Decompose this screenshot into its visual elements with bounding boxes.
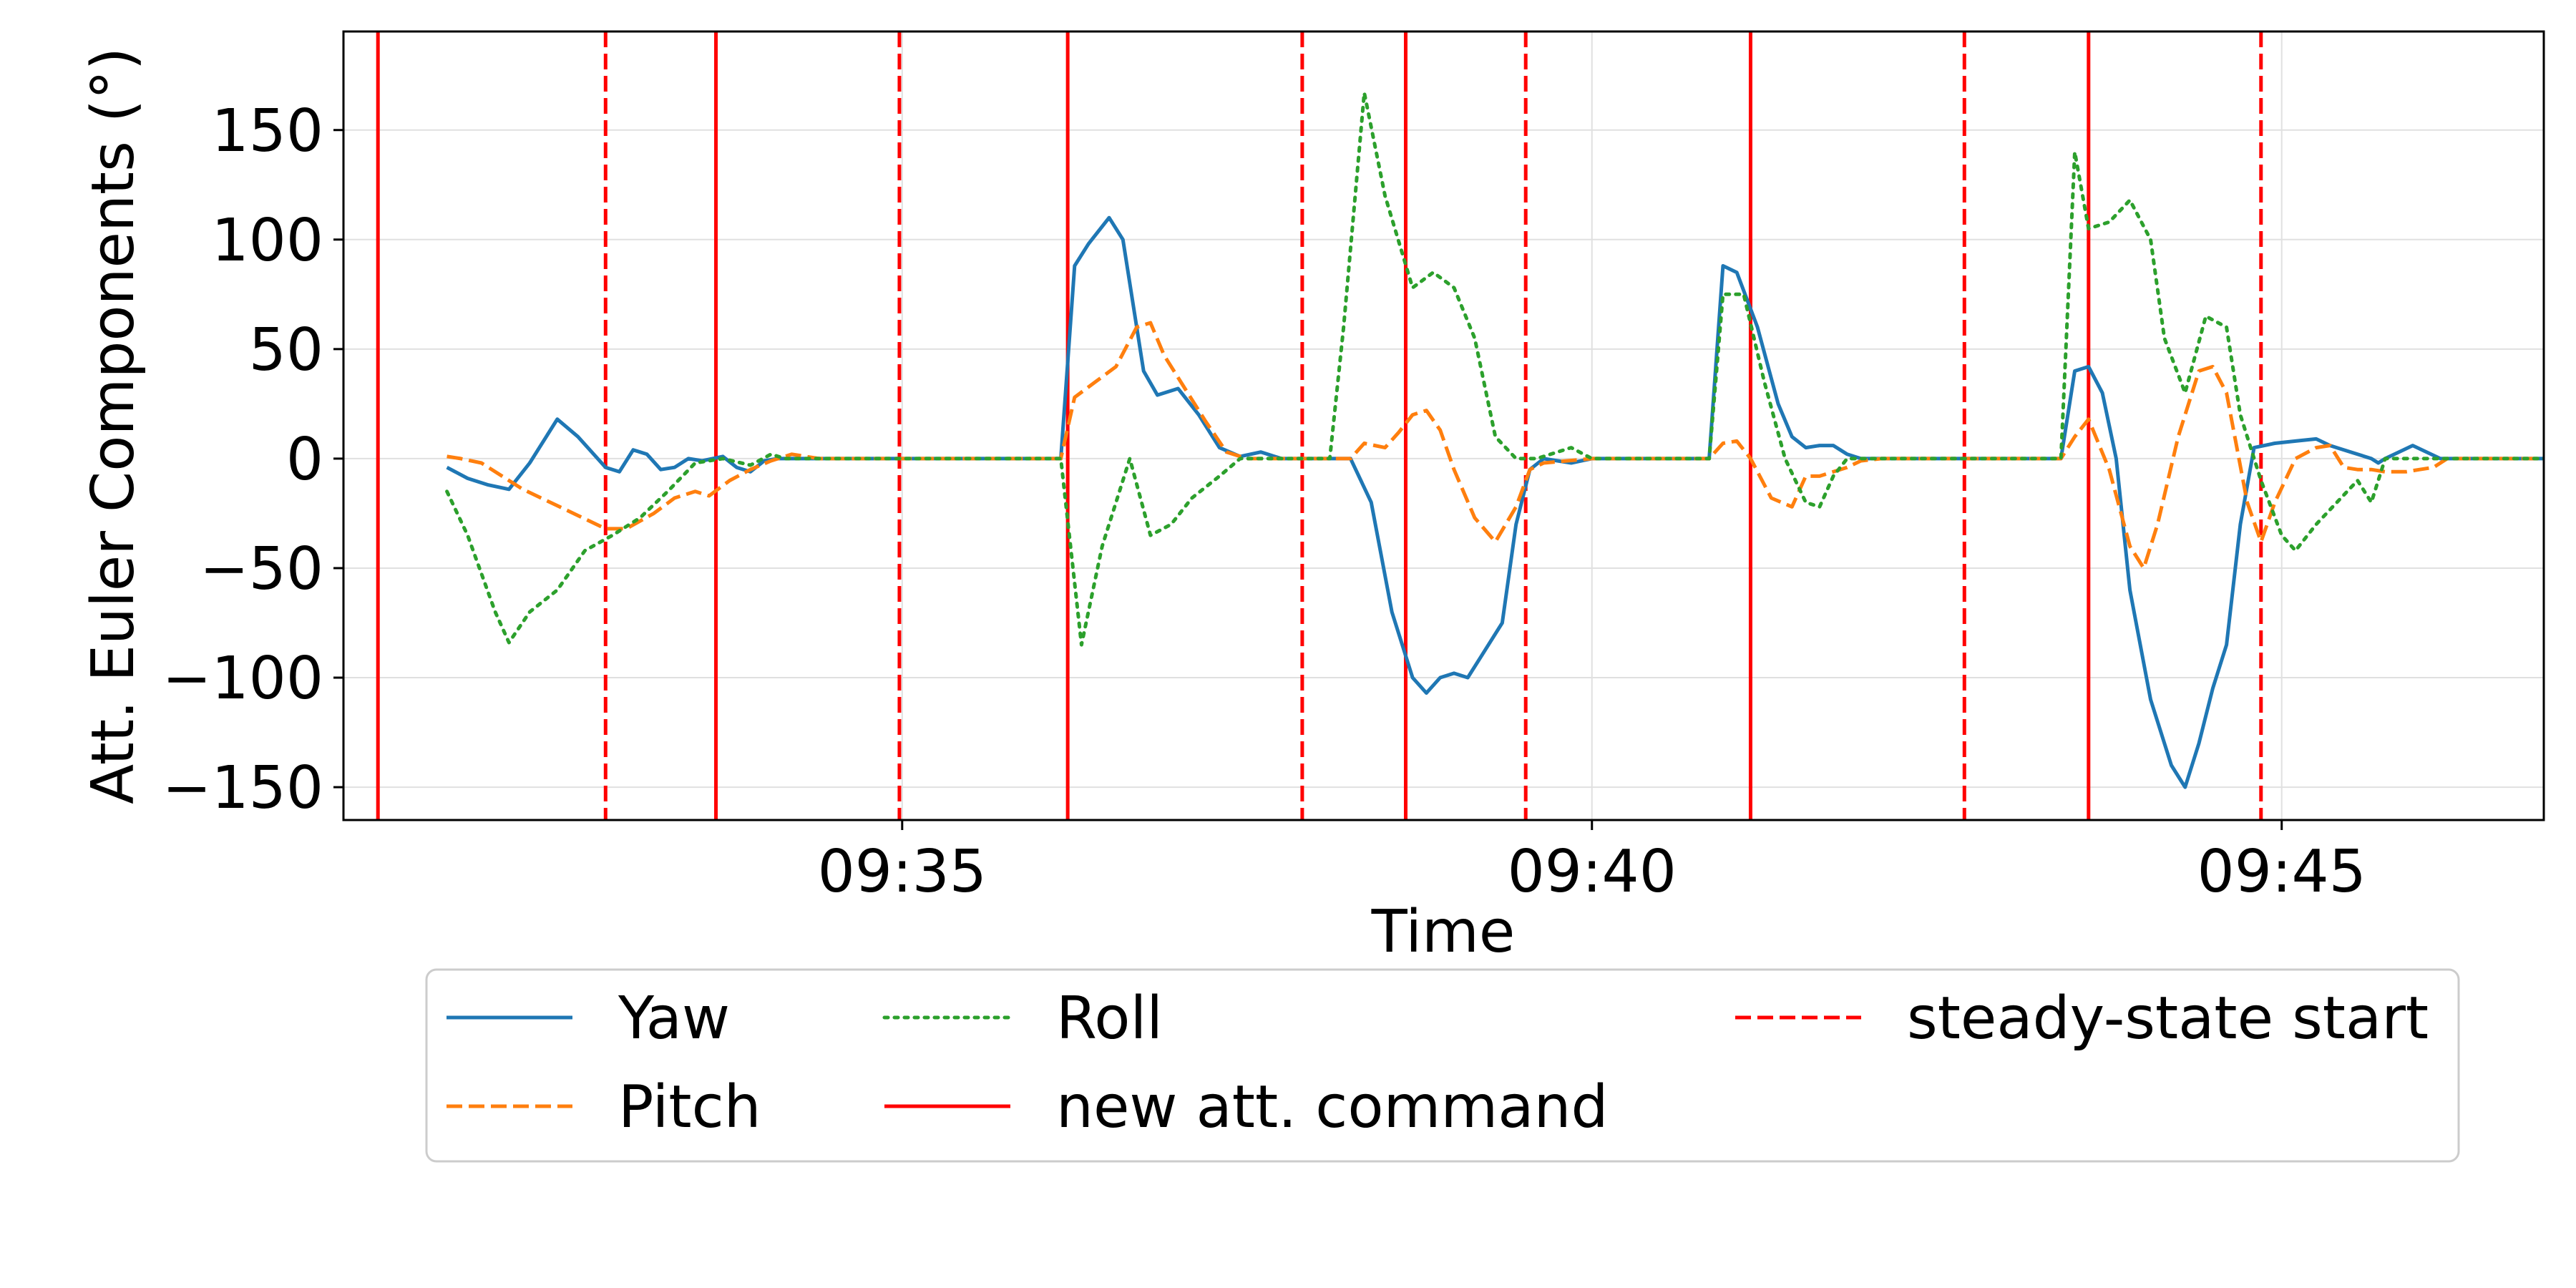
y-axis-label: Att. Euler Components (°)	[79, 47, 147, 804]
y-tick-label: 100	[211, 207, 323, 275]
pitch-series-line	[447, 321, 2544, 570]
x-axis-label: Time	[1371, 898, 1516, 966]
plot-frame	[342, 30, 2545, 821]
y-tick-label: −100	[162, 645, 323, 713]
series-lines	[445, 91, 2544, 789]
y-tick-label: 150	[211, 97, 323, 165]
legend-label: steady-state start	[1907, 985, 2429, 1053]
y-tick-label: −50	[200, 535, 323, 603]
x-axis: 09:35 09:40 09:45	[818, 820, 2366, 906]
legend-label: Pitch	[618, 1073, 761, 1141]
x-tick-label: 09:35	[818, 838, 987, 906]
x-tick-label: 09:45	[2197, 838, 2366, 906]
y-tick-label: −150	[162, 754, 323, 822]
legend-label: Yaw	[618, 985, 730, 1053]
y-tick-label: 50	[249, 316, 323, 384]
roll-series-line	[445, 91, 2544, 647]
legend-label: new att. command	[1056, 1073, 1609, 1141]
y-axis: 150 100 50 0 −50 −100 −150	[162, 97, 343, 822]
command-lines	[376, 31, 2263, 820]
legend: Yaw Pitch Roll new att. command steady-state…	[425, 968, 2460, 1163]
legend-label: Roll	[1056, 985, 1163, 1053]
y-tick-label: 0	[286, 426, 323, 494]
x-tick-label: 09:40	[1508, 838, 1677, 906]
